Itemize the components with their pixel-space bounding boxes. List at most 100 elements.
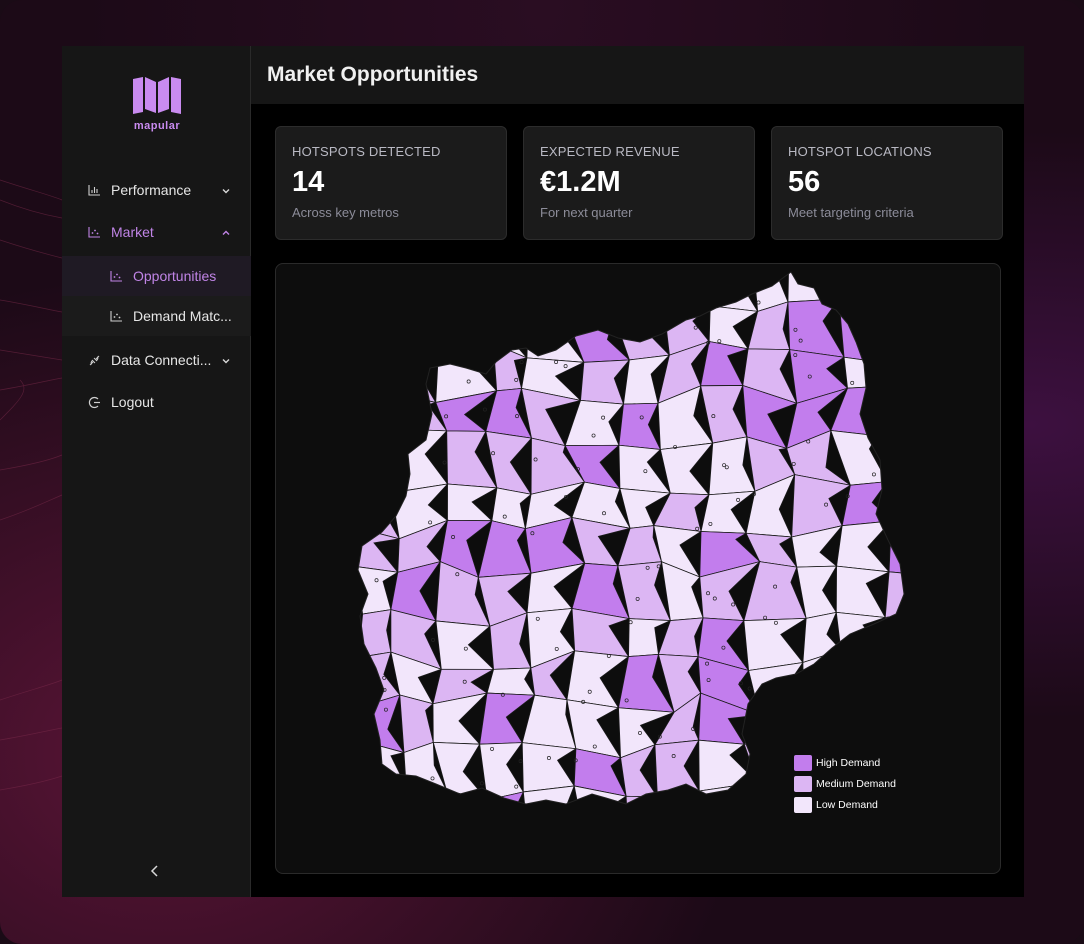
map-region[interactable] (390, 560, 442, 622)
map-region[interactable] (349, 301, 400, 360)
map-region[interactable] (346, 481, 401, 540)
map-region[interactable] (479, 692, 536, 745)
map-region[interactable] (835, 565, 891, 618)
sidebar-item-opportunities[interactable]: Opportunities (62, 256, 251, 296)
map-region[interactable] (530, 650, 575, 701)
map-region[interactable] (435, 620, 495, 670)
map-region[interactable] (966, 654, 1001, 714)
map-region[interactable] (745, 532, 798, 568)
map-region[interactable] (981, 521, 1001, 582)
map-region[interactable] (876, 435, 933, 491)
map-region[interactable] (918, 393, 971, 442)
map-region[interactable] (446, 789, 499, 842)
map-region[interactable] (355, 394, 404, 433)
map-region[interactable] (661, 561, 704, 622)
map-region[interactable] (886, 481, 933, 527)
map-region[interactable] (835, 611, 886, 653)
map-region[interactable] (573, 748, 627, 797)
map-region[interactable] (521, 694, 577, 750)
map-region[interactable] (654, 739, 700, 798)
map-region[interactable] (872, 652, 930, 701)
map-region[interactable] (524, 516, 586, 574)
map-region[interactable] (966, 617, 1001, 661)
map-region[interactable] (446, 430, 498, 489)
map-region[interactable] (566, 264, 625, 318)
map-region[interactable] (526, 304, 585, 363)
map-region[interactable] (920, 575, 981, 622)
sidebar-item-market[interactable]: Market (62, 214, 251, 250)
map-region[interactable] (838, 264, 877, 307)
map-region[interactable] (489, 612, 532, 670)
map-region[interactable] (623, 354, 671, 405)
map-region[interactable] (699, 531, 761, 578)
map-region[interactable] (743, 561, 807, 622)
map-region[interactable] (659, 442, 714, 496)
map-region[interactable] (653, 492, 710, 532)
map-region[interactable] (697, 656, 761, 716)
map-region[interactable] (571, 481, 631, 529)
sidebar-item-performance[interactable]: Performance (62, 172, 251, 208)
map-region[interactable] (521, 387, 581, 447)
map-region[interactable] (786, 709, 843, 747)
map-region[interactable] (580, 359, 631, 405)
map-region[interactable] (442, 264, 481, 315)
collapse-sidebar-button[interactable] (149, 864, 161, 883)
map-region[interactable] (747, 301, 791, 351)
map-region[interactable] (613, 301, 671, 361)
map-region[interactable] (843, 356, 885, 389)
map-region[interactable] (917, 349, 974, 396)
map-region[interactable] (390, 609, 443, 670)
map-region[interactable] (830, 699, 881, 756)
map-region[interactable] (447, 483, 499, 522)
map-region[interactable] (566, 699, 622, 759)
map-region[interactable] (698, 739, 759, 792)
map-region[interactable] (928, 656, 975, 701)
map-region[interactable] (521, 357, 586, 402)
map-region[interactable] (786, 429, 851, 486)
map-region[interactable] (873, 264, 938, 312)
map-region[interactable] (962, 392, 1001, 449)
map-region[interactable] (786, 387, 848, 450)
map-region[interactable] (486, 667, 536, 696)
map-region[interactable] (927, 694, 980, 751)
map-region[interactable] (700, 385, 748, 444)
map-region[interactable] (840, 649, 885, 714)
map-region[interactable] (698, 781, 759, 842)
map-region[interactable] (974, 304, 1001, 363)
map-region[interactable] (355, 350, 403, 405)
map-region[interactable] (618, 707, 675, 759)
map-region[interactable] (491, 487, 532, 530)
map-region[interactable] (876, 385, 923, 443)
map-region[interactable] (918, 792, 971, 847)
map-region[interactable] (925, 483, 981, 530)
map-region[interactable] (791, 474, 852, 538)
map-region[interactable] (882, 613, 927, 657)
germany-demand-map[interactable] (276, 264, 1001, 874)
map-region[interactable] (700, 490, 757, 534)
map-region[interactable] (657, 340, 711, 404)
map-region[interactable] (917, 304, 982, 351)
map-region[interactable] (791, 525, 844, 568)
map-region[interactable] (571, 562, 630, 620)
map-region[interactable] (432, 741, 489, 801)
map-region[interactable] (697, 617, 750, 672)
map-region[interactable] (432, 692, 489, 745)
map-region[interactable] (961, 793, 1001, 846)
map-region[interactable] (743, 709, 804, 745)
map-region[interactable] (979, 582, 1001, 622)
map-region[interactable] (564, 399, 625, 447)
map-region[interactable] (625, 795, 663, 842)
map-region[interactable] (745, 473, 796, 538)
map-region[interactable] (438, 303, 495, 347)
map-region[interactable] (709, 264, 759, 312)
map-region[interactable] (485, 387, 533, 439)
map-region[interactable] (391, 264, 446, 305)
map-region[interactable] (564, 444, 621, 490)
map-region[interactable] (435, 561, 491, 627)
logo[interactable]: mapular (128, 76, 186, 132)
map-region[interactable] (522, 785, 586, 840)
map-region[interactable] (970, 264, 1001, 308)
map-region[interactable] (920, 614, 979, 661)
map-region[interactable] (477, 520, 532, 578)
map-region[interactable] (796, 565, 838, 619)
